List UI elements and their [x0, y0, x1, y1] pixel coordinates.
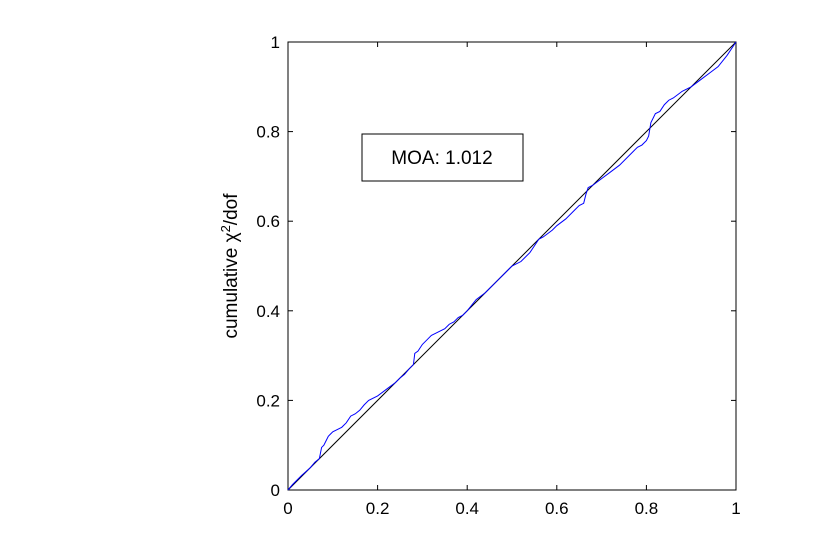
y-tick-label: 0.2 [256, 391, 280, 410]
y-tick-label: 1 [271, 33, 280, 52]
x-tick-label: 0 [283, 499, 292, 518]
series-layer [287, 41, 737, 491]
x-tick-label: 0.6 [545, 499, 569, 518]
cumulative-chi2-line [287, 41, 737, 491]
y-tick-label: 0.4 [256, 302, 280, 321]
axis-ticks: 0 0.2 0.4 0.6 0.8 1 0 0.2 0.4 0.6 0.8 1 [256, 33, 740, 518]
x-tick-label: 0.2 [366, 499, 390, 518]
y-tick-label: 0 [271, 481, 280, 500]
x-tick-label: 1 [731, 499, 740, 518]
y-tick-label: 0.6 [256, 212, 280, 231]
x-tick-label: 0.8 [635, 499, 659, 518]
annotation-box: MOA: 1.012 [361, 133, 524, 182]
x-tick-label: 0.4 [455, 499, 479, 518]
y-axis-label: cumulative χ2/dof [218, 193, 242, 339]
annotation-border [361, 133, 524, 182]
annotation-text: MOA: 1.012 [391, 148, 492, 169]
y-tick-label: 0.8 [256, 123, 280, 142]
